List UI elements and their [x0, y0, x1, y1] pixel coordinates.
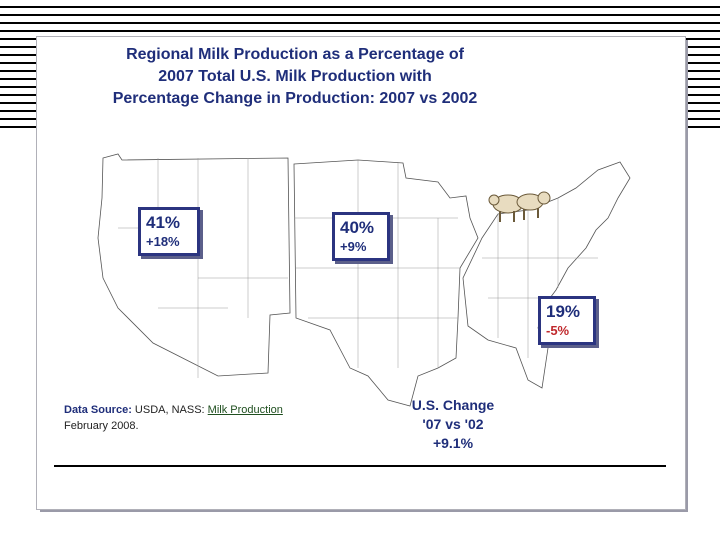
callout-east: 19% -5% — [538, 296, 596, 345]
title-line-3: Percentage Change in Production: 2007 vs… — [112, 90, 478, 107]
title-line-2: 2007 Total U.S. Milk Production with — [158, 68, 432, 85]
title-line-1: Regional Milk Production as a Percentage… — [126, 46, 464, 63]
west-change: +18% — [146, 234, 180, 249]
east-share: 19% — [546, 302, 581, 321]
us-change: U.S. Change '07 vs '02 +9.1% — [398, 396, 508, 453]
region-west — [97, 153, 291, 377]
central-share: 40% — [340, 218, 375, 237]
divider-line — [54, 465, 666, 467]
data-source: Data Source: USDA, NASS: Milk Production… — [64, 402, 283, 434]
source-label: Data Source: — [64, 404, 132, 416]
source-link[interactable]: Milk Production — [207, 404, 283, 416]
callout-central: 40% +9% — [332, 212, 390, 261]
us-change-value: +9.1% — [432, 435, 474, 451]
us-map — [97, 153, 631, 407]
source-text: USDA, NASS: — [134, 404, 205, 416]
callout-west: 41% +18% — [138, 207, 200, 256]
east-change: -5% — [546, 323, 570, 338]
central-change: +9% — [340, 239, 367, 254]
west-share: 41% — [146, 213, 181, 232]
us-change-line-1: U.S. Change — [411, 397, 495, 413]
us-change-line-2: '07 vs '02 — [422, 416, 484, 432]
region-central — [293, 159, 479, 407]
cow-illustration — [488, 191, 551, 222]
slide-title: Regional Milk Production as a Percentage… — [60, 44, 530, 110]
source-date: February 2008. — [64, 420, 139, 432]
